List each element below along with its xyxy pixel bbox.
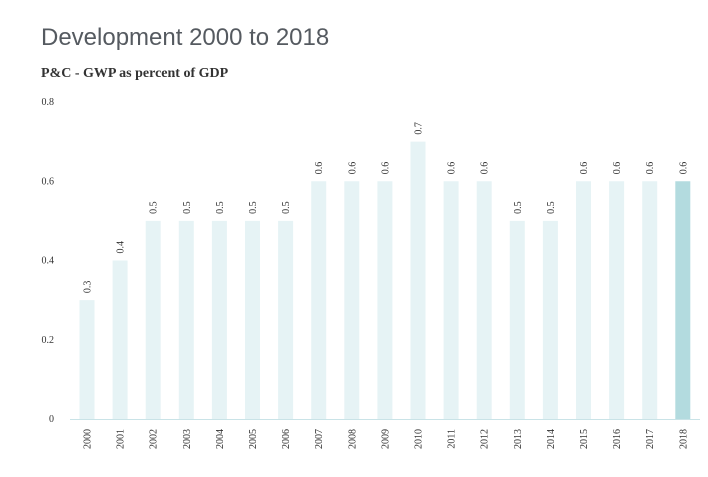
bar xyxy=(609,181,625,419)
x-tick-label: 2011 xyxy=(447,429,458,449)
data-label: 0.5 xyxy=(248,201,259,214)
y-tick-label: 0.4 xyxy=(42,256,55,267)
x-tick-label: 2006 xyxy=(281,429,292,449)
data-label: 0.6 xyxy=(678,162,689,175)
x-tick-label: 2007 xyxy=(314,429,325,449)
bar xyxy=(211,220,227,419)
x-tick-label: 2010 xyxy=(414,429,425,449)
bar xyxy=(311,181,327,419)
data-label: 0.6 xyxy=(347,162,358,175)
bar xyxy=(112,260,128,419)
data-label: 0.5 xyxy=(281,201,292,214)
bar xyxy=(443,181,459,419)
data-label: 0.4 xyxy=(116,241,127,254)
data-label: 0.6 xyxy=(612,162,623,175)
x-tick-label: 2000 xyxy=(83,429,94,449)
bar xyxy=(410,141,426,419)
bar xyxy=(377,181,393,419)
chart-title: Development 2000 to 2018 xyxy=(41,24,330,51)
data-label: 0.6 xyxy=(645,162,656,175)
bar xyxy=(245,220,260,419)
bar xyxy=(642,181,658,419)
x-tick-label: 2004 xyxy=(215,429,226,449)
x-tick-label: 2013 xyxy=(513,429,524,449)
data-label: 0.6 xyxy=(480,162,491,175)
y-tick-label: 0.6 xyxy=(42,176,55,187)
x-tick-label: 2012 xyxy=(480,429,491,449)
bars xyxy=(79,141,691,419)
y-tick-label: 0.2 xyxy=(42,335,55,346)
bar xyxy=(178,220,194,419)
x-tick-label: 2015 xyxy=(579,429,590,449)
x-tick-label: 2008 xyxy=(347,429,358,449)
data-label: 0.7 xyxy=(414,122,425,135)
data-label: 0.6 xyxy=(579,162,590,175)
bar xyxy=(509,220,525,419)
bar xyxy=(675,181,691,419)
data-label: 0.5 xyxy=(513,201,524,214)
y-tick-label: 0 xyxy=(49,414,54,425)
bar xyxy=(145,220,161,419)
chart-subtitle: P&C - GWP as percent of GDP xyxy=(41,66,229,81)
x-tick-label: 2009 xyxy=(380,429,391,449)
x-tick-label: 2005 xyxy=(248,429,259,449)
x-tick-label: 2014 xyxy=(546,429,557,449)
bar xyxy=(79,300,95,419)
data-labels: 0.3 0.4 0.5 0.5 0.5 0.5 0.5 0.6 0.6 0.6 0.7 0.6 0.6 0… xyxy=(83,122,690,293)
x-tick-label: 2003 xyxy=(182,429,193,449)
bar xyxy=(476,181,492,419)
x-tick-label: 2016 xyxy=(612,429,623,449)
y-axis: 0 0.2 0.4 0.6 0.8 xyxy=(42,97,55,425)
data-label: 0.6 xyxy=(447,162,458,175)
data-label: 0.6 xyxy=(380,162,391,175)
x-axis: 2000 2001 2002 2003 2004 2005 2006 2007 2008 2009… xyxy=(83,429,690,449)
data-label: 0.5 xyxy=(182,201,193,214)
x-tick-label: 2018 xyxy=(678,429,689,449)
bar xyxy=(542,220,558,419)
data-label: 0.5 xyxy=(215,201,226,214)
data-label: 0.5 xyxy=(546,201,557,214)
bar xyxy=(576,181,591,419)
data-label: 0.3 xyxy=(83,281,94,294)
x-tick-label: 2002 xyxy=(149,429,160,449)
bar xyxy=(344,181,360,419)
x-tick-label: 2001 xyxy=(116,429,127,449)
bar xyxy=(278,220,294,419)
data-label: 0.5 xyxy=(149,201,160,214)
x-tick-label: 2017 xyxy=(645,429,656,449)
y-tick-label: 0.8 xyxy=(42,97,55,108)
data-label: 0.6 xyxy=(314,162,325,175)
